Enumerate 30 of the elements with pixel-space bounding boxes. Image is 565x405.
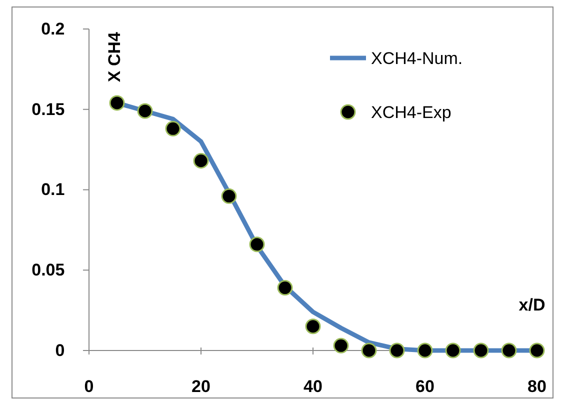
x-tick-label: 80 bbox=[528, 376, 546, 396]
point bbox=[249, 236, 265, 252]
y-axis-title: X CH4 bbox=[105, 31, 124, 82]
y-tick-label: 0.15 bbox=[32, 100, 65, 119]
y-tick-label: 0.2 bbox=[41, 19, 65, 38]
point bbox=[305, 318, 321, 334]
point bbox=[221, 188, 237, 204]
point bbox=[333, 338, 349, 354]
x-axis-title: x/D bbox=[518, 296, 546, 314]
legend-label: XCH4-Exp bbox=[371, 103, 452, 122]
point bbox=[417, 342, 433, 358]
x-tick-label: 60 bbox=[416, 376, 434, 396]
point bbox=[473, 342, 489, 358]
point bbox=[501, 342, 517, 358]
x-tick-label: 0 bbox=[84, 376, 94, 396]
x-tick-label: 20 bbox=[192, 376, 210, 396]
legend-label: XCH4-Num. bbox=[371, 49, 463, 68]
point bbox=[529, 342, 545, 358]
point bbox=[193, 153, 209, 169]
point bbox=[165, 120, 181, 136]
point bbox=[445, 342, 461, 358]
point bbox=[361, 342, 377, 358]
x-tick-label: 40 bbox=[304, 376, 322, 396]
y-tick-label: 0.1 bbox=[41, 180, 65, 200]
y-tick-label: 0 bbox=[55, 340, 65, 360]
point bbox=[137, 103, 153, 119]
point bbox=[109, 95, 125, 111]
point bbox=[389, 342, 405, 358]
y-tick-label: 0.05 bbox=[32, 260, 65, 280]
point bbox=[277, 280, 293, 296]
